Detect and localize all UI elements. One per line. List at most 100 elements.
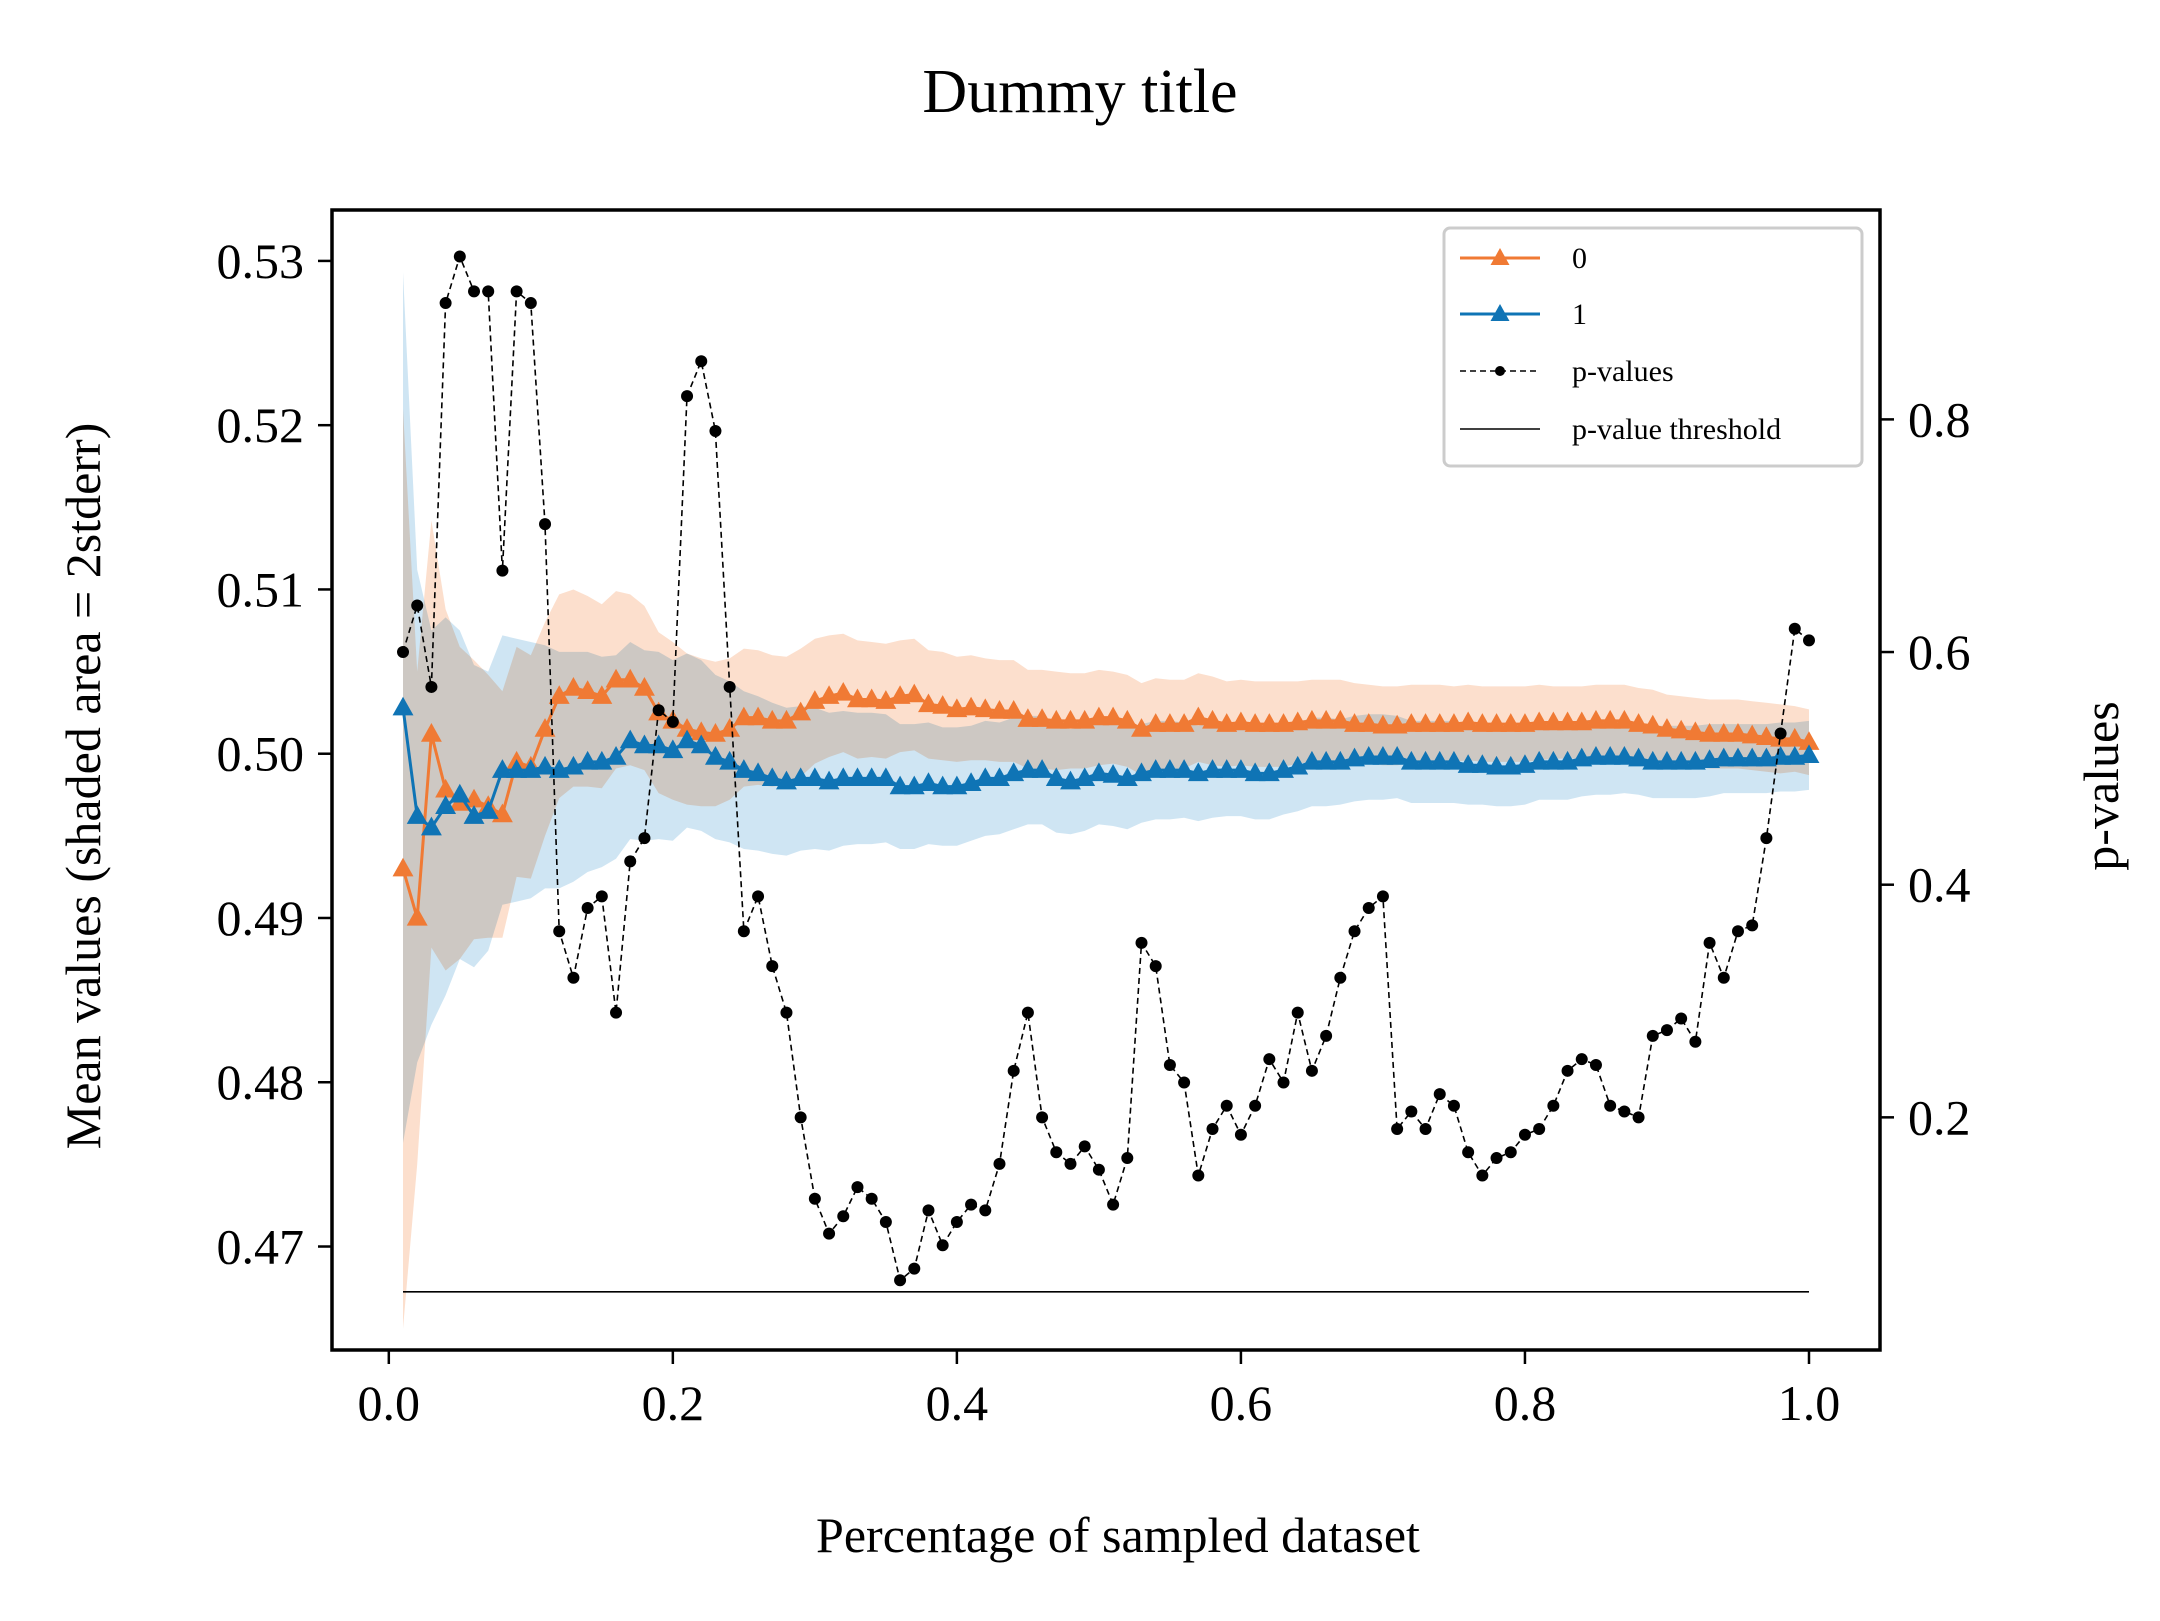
- series-0-point: [1585, 709, 1607, 729]
- pvalues-point: [1362, 901, 1375, 914]
- pvalues-point: [539, 518, 552, 531]
- y-right-tick-label: 0.4: [1908, 857, 1971, 913]
- series-0-point: [1415, 713, 1436, 732]
- series-0-point: [1471, 713, 1493, 732]
- series-0-point: [1301, 709, 1323, 729]
- pvalues-point: [1149, 960, 1162, 973]
- series-1-point: [1358, 746, 1380, 765]
- series-0-point: [1557, 711, 1579, 731]
- series-0-point: [733, 706, 755, 726]
- x-axis-label: Percentage of sampled dataset: [816, 1507, 1420, 1563]
- series-1-point: [648, 734, 670, 754]
- series-1-point: [1628, 747, 1650, 767]
- series-1-point: [1486, 755, 1508, 775]
- series-0-point: [1727, 723, 1749, 742]
- pvalues-point: [1277, 1076, 1290, 1089]
- pvalues-point: [1291, 1006, 1304, 1019]
- pvalues-point: [1533, 1122, 1546, 1135]
- pvalues-point: [1135, 936, 1148, 949]
- series-0-point: [577, 680, 599, 699]
- pvalues-point: [524, 297, 537, 310]
- y-right-tick-label: 0.8: [1908, 391, 1971, 447]
- series-0-point: [1528, 711, 1550, 731]
- y-axis-left-label: Mean values (shaded area = 2stderr): [55, 423, 111, 1150]
- series-0-point: [1613, 709, 1635, 729]
- x-tick-label: 0.8: [1494, 1375, 1557, 1431]
- series-0-point: [804, 690, 826, 709]
- pvalues-point: [1660, 1024, 1673, 1037]
- pvalues-point: [1305, 1064, 1318, 1077]
- pvalues-line: [402, 254, 1810, 1282]
- y-left-tick-label: 0.48: [217, 1054, 305, 1110]
- pvalues-point: [737, 925, 750, 938]
- series-1-point: [420, 816, 442, 836]
- legend-pvalues-marker: [1495, 366, 1505, 376]
- series-0-point: [1244, 713, 1266, 732]
- pvalues-point: [1788, 622, 1801, 635]
- pvalues-point: [510, 285, 523, 298]
- series-0-point: [1713, 723, 1735, 742]
- pvalues-point: [1263, 1053, 1276, 1066]
- pvalues-point: [1163, 1059, 1176, 1071]
- pvalues-point: [652, 704, 665, 717]
- series-0-point: [1088, 706, 1110, 726]
- series-0-point: [619, 668, 641, 688]
- pvalues-point: [1391, 1122, 1404, 1135]
- series-0-point: [960, 696, 982, 716]
- series-0-point: [1102, 706, 1124, 726]
- series-0-point: [605, 668, 627, 688]
- y-right-tick-label: 0.6: [1908, 624, 1971, 680]
- series-0-point: [1258, 713, 1280, 732]
- series-1-point: [804, 767, 826, 787]
- pvalues-point: [1746, 919, 1759, 932]
- series-0-point: [1514, 713, 1536, 732]
- series-0-point: [1599, 709, 1621, 729]
- series-1-point: [1528, 750, 1550, 770]
- series-1-point: [1088, 762, 1110, 782]
- series-1-point: [1471, 754, 1493, 773]
- pvalues-point: [1376, 890, 1389, 903]
- series-1-point: [1386, 746, 1408, 765]
- series-0-point: [776, 709, 797, 729]
- pvalues-point: [453, 250, 466, 263]
- series-0-point: [1159, 713, 1181, 732]
- legend-threshold-label: p-value threshold: [1572, 413, 1781, 446]
- pvalues-point: [567, 971, 580, 984]
- pvalues-point: [1604, 1099, 1617, 1112]
- series-0-point: [747, 706, 769, 726]
- pvalues-point: [1490, 1152, 1503, 1165]
- series-0-point: [676, 718, 698, 737]
- series-1-point: [676, 729, 698, 749]
- series-1-point: [406, 805, 428, 824]
- series-1-point: [1287, 755, 1309, 775]
- pvalues-point: [1760, 832, 1773, 845]
- series-1-point: [534, 755, 556, 775]
- series-0-point: [1684, 721, 1706, 741]
- series-0-point: [847, 688, 868, 708]
- x-tick-label: 0.0: [358, 1375, 421, 1431]
- pvalues-point: [1107, 1198, 1120, 1211]
- series-0-point: [1542, 711, 1564, 731]
- series-0-point: [1500, 713, 1522, 732]
- pvalues-point: [894, 1274, 907, 1287]
- series-0-point: [1344, 713, 1365, 732]
- series-1-point: [690, 734, 712, 754]
- series-1-point: [932, 775, 954, 795]
- series-0-point: [1656, 718, 1678, 737]
- pvalues-point: [581, 901, 594, 914]
- series-1-point: [1755, 747, 1777, 767]
- series-1-point: [1542, 750, 1564, 770]
- pvalues-point: [709, 425, 722, 438]
- pvalues-point: [695, 355, 708, 368]
- series-1-point: [1727, 747, 1749, 767]
- pvalues-point: [1249, 1099, 1262, 1112]
- series-1-point: [733, 759, 755, 778]
- series-1-point: [491, 759, 513, 778]
- series-0-point: [946, 698, 968, 718]
- series-0-point: [932, 695, 954, 714]
- legend-series-1-label: 1: [1572, 298, 1587, 331]
- pvalues-point: [1348, 925, 1361, 938]
- pvalues-point: [1675, 1012, 1688, 1025]
- pvalues-point: [1320, 1029, 1333, 1042]
- series-0-point: [1216, 713, 1238, 732]
